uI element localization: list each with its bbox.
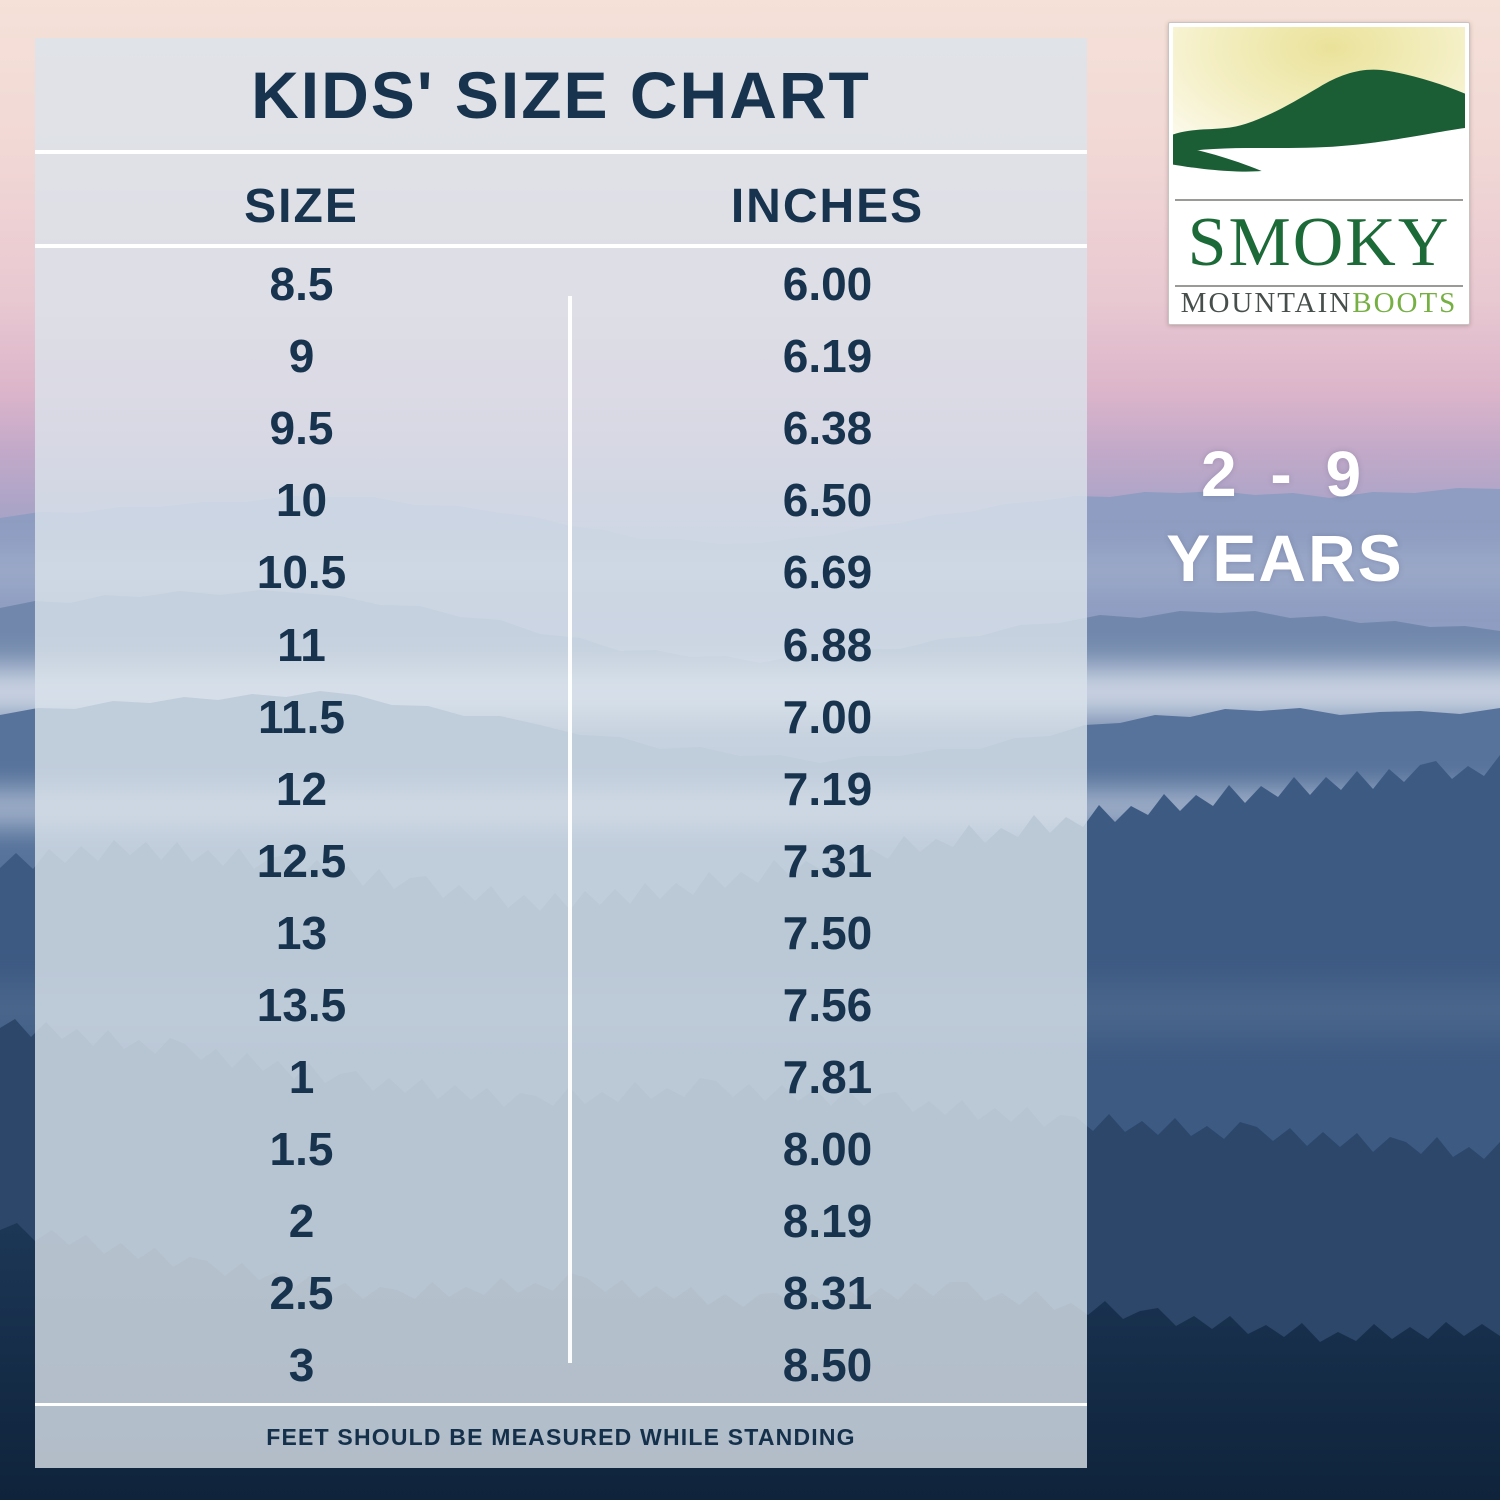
size-cell: 13.5 — [256, 978, 347, 1031]
size-cell: 12 — [275, 762, 328, 815]
logo-rule-top — [1175, 199, 1463, 201]
size-cell: 11.5 — [258, 690, 345, 743]
column-divider — [568, 296, 572, 1363]
inches-cell: 8.19 — [782, 1195, 873, 1248]
table-row: 2 8.19 — [35, 1185, 1087, 1257]
table-row: 9.5 6.38 — [35, 392, 1087, 464]
inches-cell: 6.00 — [782, 258, 873, 311]
logo-rule-bottom — [1175, 285, 1463, 287]
table-row: 1 7.81 — [35, 1041, 1087, 1113]
logo-subtitle-mountain: MOUNTAIN — [1180, 287, 1353, 319]
divider-under-headers — [35, 244, 1087, 248]
logo-foothill — [1173, 145, 1262, 172]
table-row: 10 6.50 — [35, 464, 1087, 536]
age-range-badge: 2 - 9 YEARS — [1100, 432, 1470, 600]
brand-logo: SMOKY MOUNTAINBOOTS — [1168, 22, 1470, 325]
size-cell: 12.5 — [256, 834, 347, 887]
inches-cell: 7.19 — [782, 762, 873, 815]
inches-cell: 7.50 — [782, 906, 873, 959]
size-cell: 13 — [275, 906, 328, 959]
table-row: 13 7.50 — [35, 897, 1087, 969]
logo-subtitle: MOUNTAINBOOTS — [1173, 287, 1465, 319]
table-header-row: SIZE INCHES — [35, 178, 1087, 236]
size-cell: 9.5 — [269, 402, 334, 455]
logo-mountain-art — [1173, 27, 1465, 199]
table-row: 12 7.19 — [35, 753, 1087, 825]
inches-cell: 6.69 — [782, 546, 873, 599]
size-table-rows: 8.5 6.00 9 6.19 9.5 6.38 10 6.50 10.5 6.69 11 6.88 1… — [35, 248, 1087, 1402]
size-chart-panel: KIDS' SIZE CHART SIZE INCHES 8.5 6.00 9 6.1… — [35, 38, 1087, 1468]
table-row: 3 8.50 — [35, 1329, 1087, 1401]
page-title: KIDS' SIZE CHART — [251, 58, 871, 132]
size-cell: 8.5 — [269, 258, 334, 311]
table-row: 13.5 7.56 — [35, 969, 1087, 1041]
column-header-inches: INCHES — [730, 180, 925, 233]
table-row: 11 6.88 — [35, 608, 1087, 680]
size-cell: 1.5 — [269, 1123, 334, 1176]
inches-cell: 6.88 — [782, 618, 873, 671]
logo-wordmark: SMOKY — [1187, 204, 1451, 281]
divider-under-title — [35, 150, 1087, 154]
table-row: 12.5 7.31 — [35, 825, 1087, 897]
table-row: 10.5 6.69 — [35, 536, 1087, 608]
inches-cell: 8.50 — [782, 1339, 873, 1392]
size-cell: 2.5 — [269, 1267, 334, 1320]
logo-white-foreground — [1173, 128, 1465, 199]
table-row: 9 6.19 — [35, 320, 1087, 392]
inches-cell: 7.31 — [782, 834, 873, 887]
age-range-unit: YEARS — [1166, 521, 1404, 595]
size-cell: 9 — [288, 330, 315, 383]
size-cell: 1 — [288, 1051, 315, 1104]
inches-cell: 7.00 — [782, 690, 873, 743]
inches-cell: 7.81 — [782, 1051, 873, 1104]
size-cell: 3 — [288, 1339, 315, 1392]
size-cell: 11 — [277, 618, 326, 671]
inches-cell: 6.38 — [782, 402, 873, 455]
column-header-size: SIZE — [244, 180, 359, 233]
inches-cell: 6.19 — [782, 330, 873, 383]
logo-subtitle-boots: BOOTS — [1352, 287, 1458, 319]
table-row: 1.5 8.00 — [35, 1113, 1087, 1185]
measurement-footnote: FEET SHOULD BE MEASURED WHILE STANDING — [266, 1424, 856, 1450]
size-cell: 10 — [275, 474, 328, 527]
age-range-numbers: 2 - 9 — [1200, 438, 1370, 510]
inches-cell: 7.56 — [782, 978, 873, 1031]
table-row: 11.5 7.00 — [35, 681, 1087, 753]
inches-cell: 6.50 — [782, 474, 873, 527]
table-row: 8.5 6.00 — [35, 248, 1087, 320]
size-cell: 2 — [288, 1195, 315, 1248]
table-row: 2.5 8.31 — [35, 1257, 1087, 1329]
inches-cell: 8.00 — [782, 1123, 873, 1176]
inches-cell: 8.31 — [782, 1267, 873, 1320]
divider-above-footnote — [35, 1403, 1087, 1406]
size-cell: 10.5 — [256, 546, 347, 599]
